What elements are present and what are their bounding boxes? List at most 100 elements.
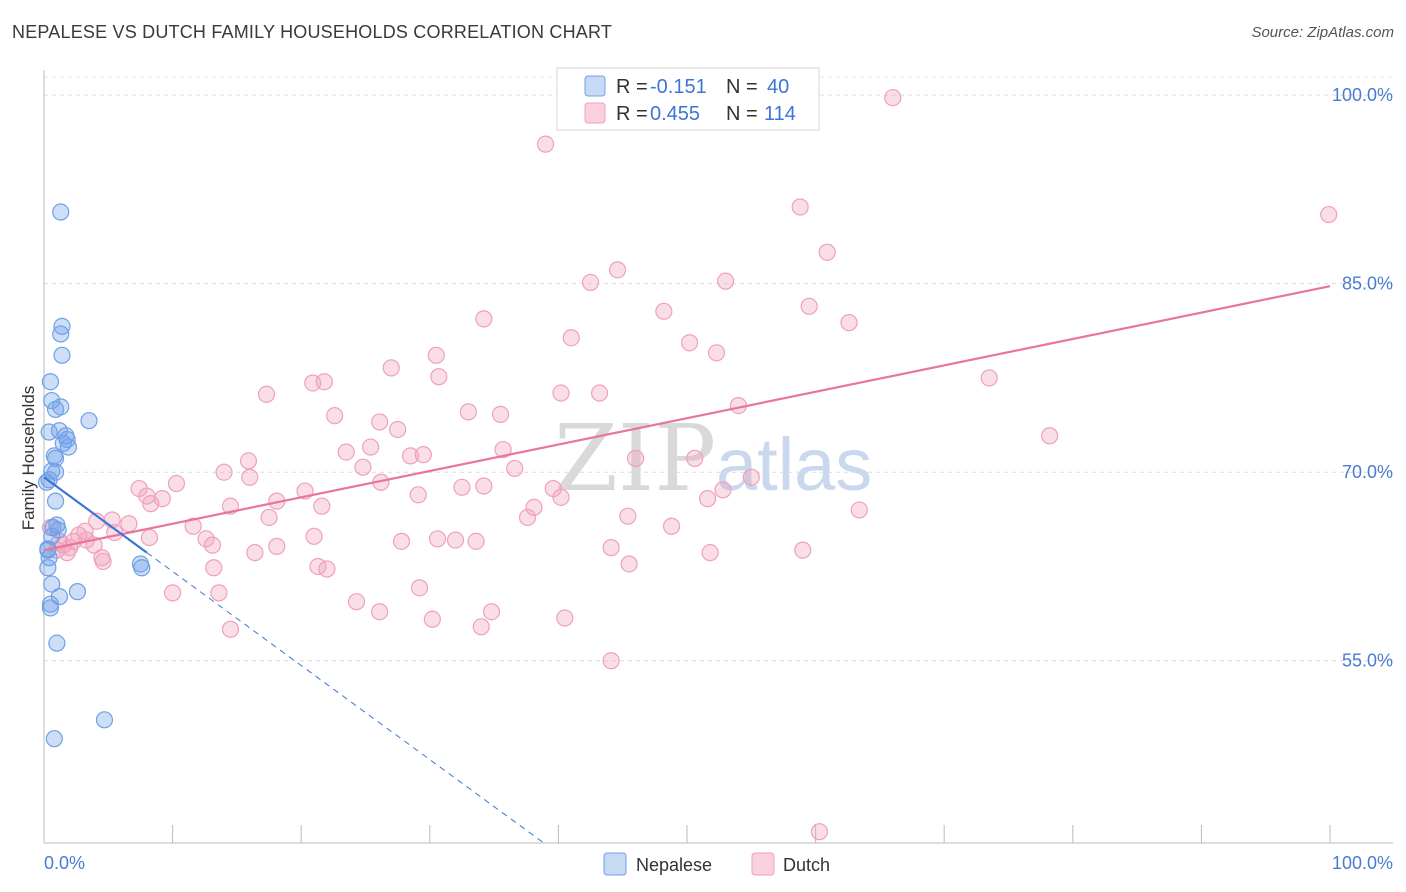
- dutch-point: [840, 314, 858, 332]
- dutch-point: [371, 603, 389, 621]
- bottom-legend-nepalese: Nepalese: [636, 855, 712, 875]
- dutch-point: [430, 368, 448, 386]
- legend-swatch-dutch: [584, 102, 606, 124]
- nepalese-point: [80, 412, 98, 430]
- dutch-point: [791, 198, 809, 216]
- dutch-point: [326, 407, 344, 425]
- dutch-point: [337, 443, 355, 461]
- dutch-point: [221, 620, 240, 638]
- dutch-point: [184, 517, 202, 535]
- nepalese-point: [68, 583, 87, 601]
- dutch-point: [142, 495, 160, 513]
- dutch-point: [602, 539, 620, 557]
- dutch-point: [475, 477, 493, 495]
- nepalese-point: [52, 398, 70, 416]
- dutch-point: [313, 497, 331, 515]
- dutch-point: [472, 618, 490, 636]
- dutch-point: [655, 302, 673, 320]
- dutch-point: [428, 530, 447, 548]
- dutch-point: [414, 446, 432, 464]
- legend-n-value-1: 40: [767, 76, 789, 98]
- nepalese-point: [37, 473, 56, 491]
- nepalese-point: [95, 711, 114, 729]
- dutch-point: [164, 584, 182, 602]
- dutch-point: [246, 544, 264, 562]
- watermark: ZIP atlas: [554, 405, 872, 512]
- nepalese-point: [43, 575, 61, 593]
- dutch-point: [239, 452, 258, 470]
- nepalese-point: [52, 325, 70, 343]
- dutch-point: [362, 438, 380, 456]
- nepalese-trend-line: [43, 476, 148, 554]
- nepalese-point: [40, 423, 58, 441]
- dutch-point: [305, 527, 323, 545]
- dutch-point: [427, 346, 445, 364]
- nepalese-point: [46, 492, 65, 510]
- dutch-point: [482, 603, 501, 621]
- dutch-point: [552, 384, 570, 402]
- nepalese-trend-extension: [146, 552, 546, 845]
- dutch-point: [475, 310, 493, 328]
- legend-r-label-1: R =: [616, 76, 648, 98]
- dutch-point: [467, 532, 485, 550]
- chart-title: NEPALESE VS DUTCH FAMILY HOUSEHOLDS CORR…: [12, 22, 613, 42]
- nepalese-point: [41, 595, 60, 613]
- nepalese-point: [39, 559, 57, 577]
- y-tick-label: 100.0%: [1332, 85, 1393, 105]
- dutch-point: [268, 537, 286, 555]
- y-tick-labels: 55.0% 70.0% 85.0% 100.0%: [1332, 85, 1393, 671]
- legend-n-label-1: N =: [726, 76, 758, 98]
- dutch-point: [410, 579, 429, 597]
- legend-r-value-1: -0.151: [650, 76, 707, 98]
- correlation-legend: R = -0.151 N = 40 R = 0.455 N = 114: [556, 67, 820, 131]
- nepalese-points: [37, 203, 151, 748]
- dutch-point: [818, 243, 836, 261]
- legend-swatch-nepalese: [584, 75, 606, 97]
- dutch-point: [315, 373, 333, 391]
- dutch-point: [800, 297, 818, 315]
- x-tick-label-min: 0.0%: [44, 853, 85, 873]
- dutch-point: [392, 532, 411, 550]
- dutch-point: [453, 478, 471, 496]
- bottom-legend-swatch-dutch: [751, 852, 775, 876]
- dutch-point: [167, 474, 186, 493]
- legend-r-value-2: 0.455: [650, 103, 700, 125]
- legend-n-value-2: 114: [764, 103, 796, 125]
- dutch-point: [260, 508, 278, 527]
- gridlines: [44, 76, 1393, 662]
- dutch-point: [257, 385, 276, 403]
- dutch-point: [556, 609, 574, 627]
- source-label: Source: ZipAtlas.com: [1251, 24, 1394, 41]
- dutch-point: [446, 531, 465, 549]
- axes: [43, 70, 1393, 844]
- dutch-point: [506, 459, 524, 478]
- x-tick-labels: 0.0% 100.0%: [44, 853, 1393, 873]
- dutch-point: [608, 261, 627, 279]
- dutch-point: [347, 593, 366, 611]
- dutch-point: [491, 405, 510, 423]
- bottom-legend-swatch-nepalese: [603, 852, 627, 876]
- dutch-point: [241, 468, 259, 486]
- dutch-point: [794, 541, 812, 559]
- dutch-point: [382, 359, 400, 377]
- dutch-point: [619, 507, 637, 525]
- dutch-point: [76, 522, 94, 540]
- dutch-point: [810, 823, 829, 841]
- dutch-point: [686, 449, 704, 467]
- dutch-point: [215, 463, 233, 481]
- dutch-point: [120, 515, 138, 533]
- y-axis-title: Family Households: [19, 386, 38, 531]
- dutch-point: [884, 89, 902, 107]
- dutch-points: [41, 89, 1338, 841]
- dutch-point: [409, 486, 427, 504]
- nepalese-point: [48, 634, 66, 652]
- dutch-point: [562, 329, 580, 347]
- dutch-point: [850, 501, 868, 519]
- dutch-point: [536, 135, 555, 153]
- nepalese-point: [53, 346, 71, 364]
- dutch-trend-line: [43, 285, 1331, 552]
- dutch-point: [716, 272, 735, 290]
- dutch-point: [525, 498, 543, 517]
- dutch-point: [203, 536, 222, 554]
